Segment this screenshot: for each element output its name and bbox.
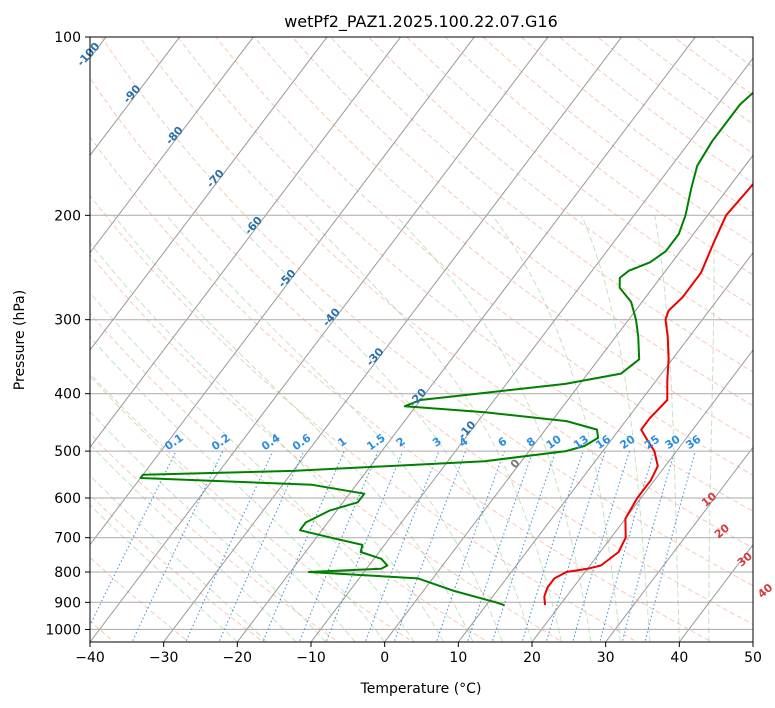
moist-adiabat [90, 410, 327, 642]
moist-adiabat [708, 215, 715, 642]
x-tick-label: −30 [149, 650, 179, 666]
dry-adiabat [329, 37, 753, 373]
moist-adiabat [90, 335, 386, 642]
mixing-ratio-line [131, 450, 224, 642]
x-tick-label: −10 [296, 650, 326, 666]
isotherm-line [90, 37, 254, 254]
isotherm-line [531, 349, 753, 642]
chart-title: wetPf2_PAZ1.2025.100.22.07.G16 [284, 12, 558, 32]
moist-adiabat [305, 214, 562, 642]
mixing-ratio-line [393, 450, 467, 642]
mixing-ratio-line [491, 450, 557, 642]
y-tick-label: 1000 [45, 622, 81, 638]
dry-adiabat [101, 37, 753, 587]
dewpoint-profile-line [139, 91, 753, 607]
moist-adiabat [90, 474, 268, 642]
dry-adiabat [139, 37, 753, 549]
dry-adiabat [215, 37, 753, 476]
x-tick-label: 30 [597, 650, 615, 666]
y-tick-label: 500 [54, 444, 81, 460]
background-lines [90, 37, 753, 642]
data-series [139, 91, 753, 607]
y-tick-label: 800 [54, 565, 81, 581]
moist-adiabat [229, 214, 533, 642]
isotherm-line [457, 251, 753, 642]
isotherm-line [383, 154, 753, 642]
mixing-ratio-line [466, 450, 534, 642]
isotherm-line [90, 37, 549, 642]
moist-adiabat [90, 443, 297, 642]
moist-adiabat [491, 215, 621, 642]
isotherm-line [90, 37, 328, 351]
axes: −40 −30 −20 −10 0 10 20 30 40 50 100 200 300 400 500 60… [45, 30, 762, 666]
isotherm-line [90, 37, 475, 546]
mixing-ratio-line [298, 450, 379, 642]
y-tick-label: 900 [54, 595, 81, 611]
x-tick-label: 40 [670, 650, 688, 666]
x-tick-label: 10 [449, 650, 467, 666]
moist-adiabat [90, 292, 415, 642]
mixing-ratio-line [644, 450, 696, 642]
moist-adiabat [90, 504, 238, 642]
y-tick-label: 400 [54, 387, 81, 403]
plot-frame [89, 36, 754, 643]
x-tick-label: −20 [223, 650, 253, 666]
y-axis-label: Pressure (hPa) [12, 290, 28, 390]
x-axis-label: Temperature (°C) [360, 681, 482, 697]
x-tick-label: 50 [744, 650, 762, 666]
dry-adiabat [90, 136, 713, 642]
y-tick-label: 200 [54, 208, 81, 224]
moist-adiabat [581, 215, 651, 642]
mixing-ratio-line [435, 450, 505, 642]
x-tick-label: 20 [523, 650, 541, 666]
dry-adiabat [406, 37, 753, 308]
moist-adiabat [166, 214, 503, 642]
y-tick-label: 700 [54, 531, 81, 547]
y-tick-label: 100 [54, 30, 81, 46]
isotherm-line [236, 37, 696, 642]
isotherm-line [310, 57, 753, 642]
dry-adiabat [253, 37, 753, 441]
x-tick-label: −40 [75, 650, 105, 666]
y-tick-label: 600 [54, 491, 81, 507]
isotherm-line [90, 37, 402, 449]
mixing-ratio-line [599, 450, 655, 642]
moist-adiabat [654, 215, 680, 642]
y-tick-label: 300 [54, 313, 81, 329]
mixing-ratio-line [521, 450, 584, 642]
moist-adiabat [90, 242, 445, 642]
temperature-profile-line [543, 182, 753, 606]
moist-adiabat [113, 214, 474, 642]
isotherm-line [604, 446, 753, 642]
moist-adiabat [90, 375, 356, 642]
isotherm-line [90, 37, 181, 157]
isotherm-line [162, 37, 623, 642]
x-tick-label: 0 [380, 650, 389, 666]
mixing-ratio-line [621, 450, 676, 642]
mixing-ratio-line [572, 450, 630, 642]
mixing-ratio-line [325, 450, 404, 642]
mixing-ratio-line [545, 450, 606, 642]
mixing-ratio-line [364, 450, 440, 642]
moist-adiabat [395, 214, 592, 642]
